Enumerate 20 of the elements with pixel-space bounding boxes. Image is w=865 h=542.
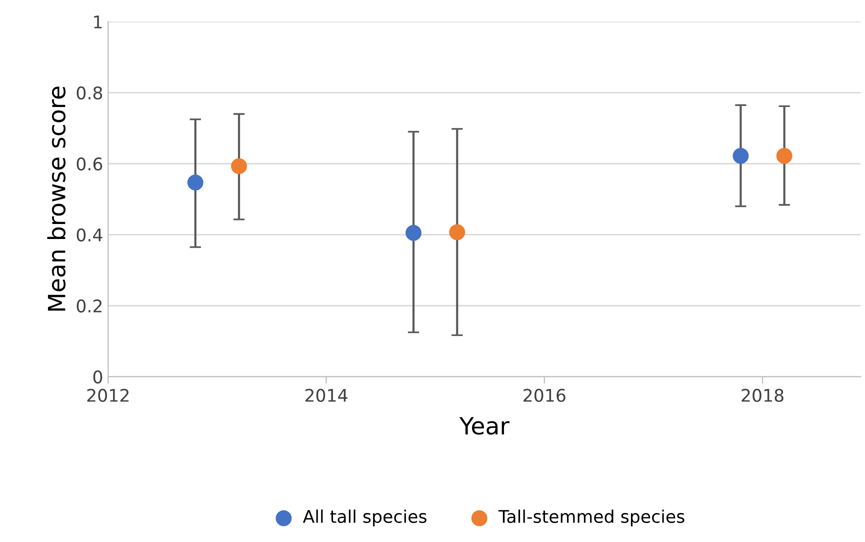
y-axis-title: Mean browse score [47,86,66,311]
x-tick-label: 2018 [742,388,784,402]
legend-label: All tall species [302,510,426,526]
y-tick-label: 0 [93,370,102,384]
y-tick-label: 0.6 [76,157,102,171]
legend-label: Tall-stemmed species [498,510,684,526]
point [449,224,466,240]
y-tick-label: 0.8 [76,86,102,100]
x-tick-label: 2014 [305,388,348,402]
y-tick-label: 0.4 [76,228,102,242]
point [406,224,422,241]
x-tick-label: 2012 [87,388,128,402]
point [231,158,247,174]
y-tick-label: 0.2 [76,299,102,313]
x-axis-title: Year [459,417,510,435]
point [732,148,749,164]
point [187,174,204,190]
y-tick-label: 1 [94,16,102,28]
x-tick-label: 2016 [524,388,566,402]
point [776,148,792,164]
